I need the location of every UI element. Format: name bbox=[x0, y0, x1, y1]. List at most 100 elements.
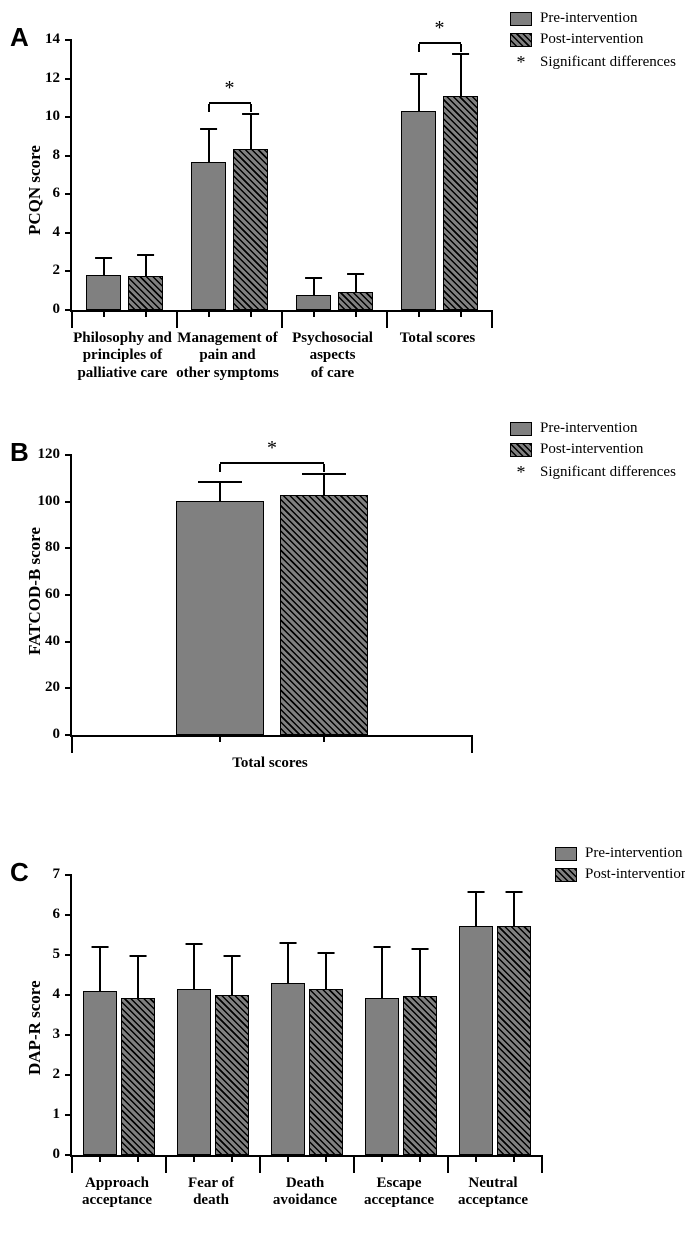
error-bar bbox=[475, 892, 477, 926]
y-tick-label: 0 bbox=[30, 726, 60, 743]
y-tick bbox=[65, 1034, 72, 1036]
error-bar bbox=[219, 482, 221, 501]
x-tick bbox=[418, 310, 420, 317]
legend-post: Post-intervention bbox=[555, 866, 685, 883]
error-bar bbox=[208, 129, 210, 163]
legend-sig: * Significant differences bbox=[510, 52, 676, 73]
bar-pre bbox=[401, 111, 437, 310]
y-tick bbox=[65, 501, 72, 503]
x-tick-label: Total scores bbox=[70, 755, 470, 772]
x-tick bbox=[165, 1155, 167, 1173]
x-tick bbox=[176, 310, 178, 328]
x-tick bbox=[71, 310, 73, 328]
y-tick-label: 0 bbox=[30, 1146, 60, 1163]
significance-star: * bbox=[209, 77, 251, 100]
x-tick bbox=[103, 310, 105, 317]
error-cap bbox=[317, 952, 334, 954]
error-cap bbox=[198, 481, 242, 483]
x-tick bbox=[541, 1155, 543, 1173]
x-tick bbox=[313, 310, 315, 317]
x-tick bbox=[193, 1155, 195, 1162]
bar-post bbox=[309, 989, 343, 1155]
bar-pre bbox=[176, 501, 264, 736]
y-tick bbox=[65, 874, 72, 876]
bar-pre bbox=[459, 926, 493, 1155]
y-tick bbox=[65, 116, 72, 118]
error-cap bbox=[305, 277, 323, 279]
x-tick bbox=[250, 310, 252, 317]
error-bar bbox=[145, 255, 147, 276]
error-cap bbox=[410, 73, 428, 75]
x-tick-label: Management ofpain andother symptoms bbox=[175, 330, 280, 382]
significance-star: * bbox=[220, 437, 324, 460]
legend-label: Significant differences bbox=[540, 464, 676, 481]
error-cap bbox=[452, 53, 470, 55]
error-bar bbox=[231, 956, 233, 995]
error-bar bbox=[355, 274, 357, 291]
figure: A**02468101214PCQN scorePhilosophy andpr… bbox=[0, 0, 685, 1246]
asterisk-icon: * bbox=[510, 462, 532, 483]
y-axis-label: FATCOD-B score bbox=[25, 527, 45, 655]
asterisk-icon: * bbox=[510, 52, 532, 73]
error-cap bbox=[505, 891, 522, 893]
bar-pre bbox=[86, 275, 122, 310]
plot-area: * bbox=[70, 455, 472, 737]
x-tick bbox=[137, 1155, 139, 1162]
y-tick bbox=[65, 594, 72, 596]
x-tick bbox=[259, 1155, 261, 1173]
legend-label: Post-intervention bbox=[540, 31, 643, 48]
legend-pre: Pre-intervention bbox=[555, 845, 685, 862]
panel-C: C01234567DAP-R scoreApproach acceptanceF… bbox=[0, 820, 685, 1246]
error-cap bbox=[186, 943, 203, 945]
y-tick bbox=[65, 641, 72, 643]
error-bar bbox=[99, 947, 101, 991]
error-cap bbox=[347, 273, 365, 275]
bar-pre bbox=[271, 983, 305, 1155]
legend-label: Pre-intervention bbox=[585, 845, 682, 862]
x-tick bbox=[513, 1155, 515, 1162]
x-tick bbox=[386, 310, 388, 328]
x-tick bbox=[325, 1155, 327, 1162]
y-tick bbox=[65, 270, 72, 272]
x-tick bbox=[460, 310, 462, 317]
x-tick-label: Fear ofdeath bbox=[164, 1175, 258, 1210]
x-tick bbox=[287, 1155, 289, 1162]
error-bar bbox=[381, 947, 383, 998]
significance-star: * bbox=[419, 17, 461, 40]
error-bar bbox=[419, 949, 421, 996]
legend-swatch bbox=[555, 868, 577, 882]
legend-label: Significant differences bbox=[540, 54, 676, 71]
panel-label: C bbox=[10, 857, 29, 888]
bar-pre bbox=[296, 295, 332, 310]
y-tick bbox=[65, 193, 72, 195]
bar-post bbox=[338, 292, 374, 310]
x-tick-label: Death avoidance bbox=[258, 1175, 352, 1210]
significance-bracket bbox=[209, 102, 251, 104]
panel-B: B*020406080100120FATCOD-B scoreTotal sco… bbox=[0, 400, 685, 820]
panel-label: A bbox=[10, 22, 29, 53]
y-tick bbox=[65, 232, 72, 234]
x-tick bbox=[145, 310, 147, 317]
panel-label: B bbox=[10, 437, 29, 468]
y-tick-label: 12 bbox=[30, 70, 60, 87]
y-tick-label: 5 bbox=[30, 946, 60, 963]
legend: Pre-intervention Post-intervention * Signif… bbox=[510, 420, 676, 487]
y-tick-label: 14 bbox=[30, 31, 60, 48]
error-cap bbox=[468, 891, 485, 893]
legend-label: Pre-intervention bbox=[540, 420, 637, 437]
y-tick bbox=[65, 914, 72, 916]
legend-swatch bbox=[510, 33, 532, 47]
error-cap bbox=[302, 473, 346, 475]
legend-post: Post-intervention bbox=[510, 441, 676, 458]
error-bar bbox=[287, 943, 289, 983]
error-cap bbox=[223, 955, 240, 957]
x-tick bbox=[99, 1155, 101, 1162]
y-axis-label: DAP-R score bbox=[25, 980, 45, 1075]
error-cap bbox=[200, 128, 218, 130]
legend-swatch bbox=[510, 422, 532, 436]
y-tick-label: 10 bbox=[30, 108, 60, 125]
x-tick-label: Approach acceptance bbox=[70, 1175, 164, 1210]
bar-post bbox=[280, 495, 368, 735]
x-tick bbox=[381, 1155, 383, 1162]
legend-pre: Pre-intervention bbox=[510, 420, 676, 437]
